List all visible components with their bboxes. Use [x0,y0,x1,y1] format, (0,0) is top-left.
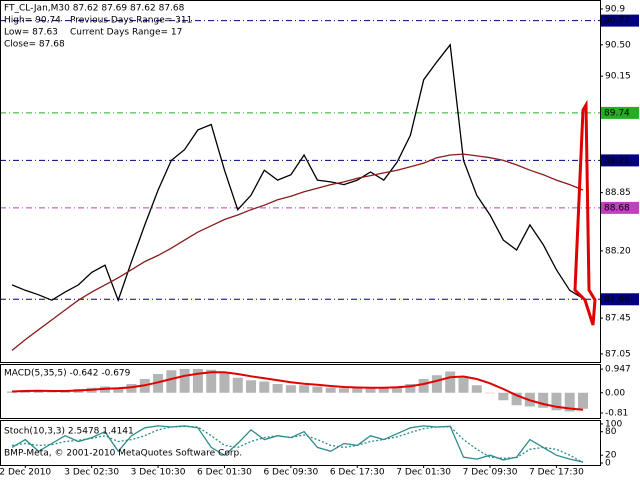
x-tick-label: 6 Dec 09:30 [263,468,318,478]
macd-bar [325,387,336,393]
macd-bar [458,377,469,393]
macd-bar [126,384,137,393]
macd-bar [498,392,509,401]
y-tick-label: 100 [605,419,622,429]
macd-bar [259,381,270,393]
macd-bar [418,379,429,393]
y-tick-label: 88.85 [605,188,631,198]
macd-bar [46,392,57,393]
macd-bar [219,372,230,393]
header-annotation: Current Days Range= 17 [70,28,182,38]
series-line [11,153,584,351]
macd-panel-border [0,364,601,419]
y-tick-label: 20 [605,451,617,461]
price-label-box [601,201,639,214]
x-tick-label: 7 Dec 17:30 [529,468,584,478]
y-tick-label: 90.15 [605,72,631,82]
y-tick-label: 80 [605,427,617,437]
y-tick-label: 0 [605,459,611,469]
macd-bar [538,392,549,408]
price-label: 88.68 [604,203,630,213]
x-tick-label: 3 Dec 10:30 [131,468,186,478]
macd-bar [338,388,349,393]
y-tick-label: 88.20 [605,246,631,256]
stoch-title: Stoch(10,3,3) 2.5478 1.4141 [4,427,134,437]
macd-bar [299,385,310,393]
copyright: BMP-Meta, © 2001-2010 MetaQuotes Softwar… [4,449,242,459]
macd-bar [153,374,164,393]
macd-bar [578,392,588,409]
price-label-box [601,293,639,306]
macd-bar [405,384,416,393]
series-line [11,43,584,303]
macd-bar [246,380,257,393]
x-tick-label: 2 Dec 2010 [0,468,51,478]
macd-bar [365,387,376,393]
macd-bar [352,387,363,393]
macd-title: MACD(5,35,5) -0.642 -0.679 [4,369,131,379]
x-tick-label: 6 Dec 17:30 [330,468,385,478]
price-label: 89.21 [604,156,630,166]
macd-bar [485,392,496,394]
y-tick-label: 87.45 [605,314,631,324]
main-panel-border [0,0,601,363]
macd-bar [7,391,17,393]
x-tick-label: 7 Dec 09:30 [463,468,518,478]
y-tick-label: 90.50 [605,40,631,50]
x-tick-label: 6 Dec 01:30 [197,468,252,478]
arrow-drawing [573,99,597,326]
header-annotation: High= 90.74 [4,16,61,26]
macd-bar [232,377,243,393]
header-annotation: Previous Days Range= 311 [70,16,192,26]
macd-bar [431,375,442,393]
panels [0,0,601,466]
macd-bar [285,385,296,393]
macd-bar [564,392,575,412]
macd-bar [445,371,456,393]
macd-bar [378,387,389,393]
macd-bar [312,386,323,393]
y-tick-label: 0.00 [605,388,625,398]
macd-bar [471,385,482,393]
price-label: 89.74 [604,108,630,118]
price-label-box [601,14,639,27]
y-tick-label: -0.81 [605,409,628,419]
price-label: 87.66 [604,295,630,305]
stoch-panel-border [0,420,601,466]
price-label-box [601,154,639,167]
series-line [11,371,584,411]
y-tick-label: 90.9 [605,4,625,14]
header-annotation: Close= 87.68 [4,40,65,50]
price-label-box [601,106,639,119]
macd-bar [392,386,403,393]
macd-bar [113,387,124,393]
macd-bar [272,384,283,393]
price-label: 90.77 [604,16,630,26]
chart-title: FT_CL-Jan,M30 87.62 87.69 87.62 87.68 [4,4,185,14]
x-tick-label: 7 Dec 01:30 [396,468,451,478]
macd-bar [192,369,203,393]
macd-bar [551,392,562,411]
x-tick-label: 3 Dec 02:30 [64,468,119,478]
macd-bar [206,369,217,393]
macd-bar [179,369,190,393]
macd-bar [511,392,522,406]
series-line [11,425,584,464]
y-tick-label: 0.947 [605,365,631,375]
series-line [11,425,584,463]
y-tick-label: 87.05 [605,349,631,359]
header-annotation: Low= 87.63 [4,28,58,38]
macd-bar [166,370,177,393]
